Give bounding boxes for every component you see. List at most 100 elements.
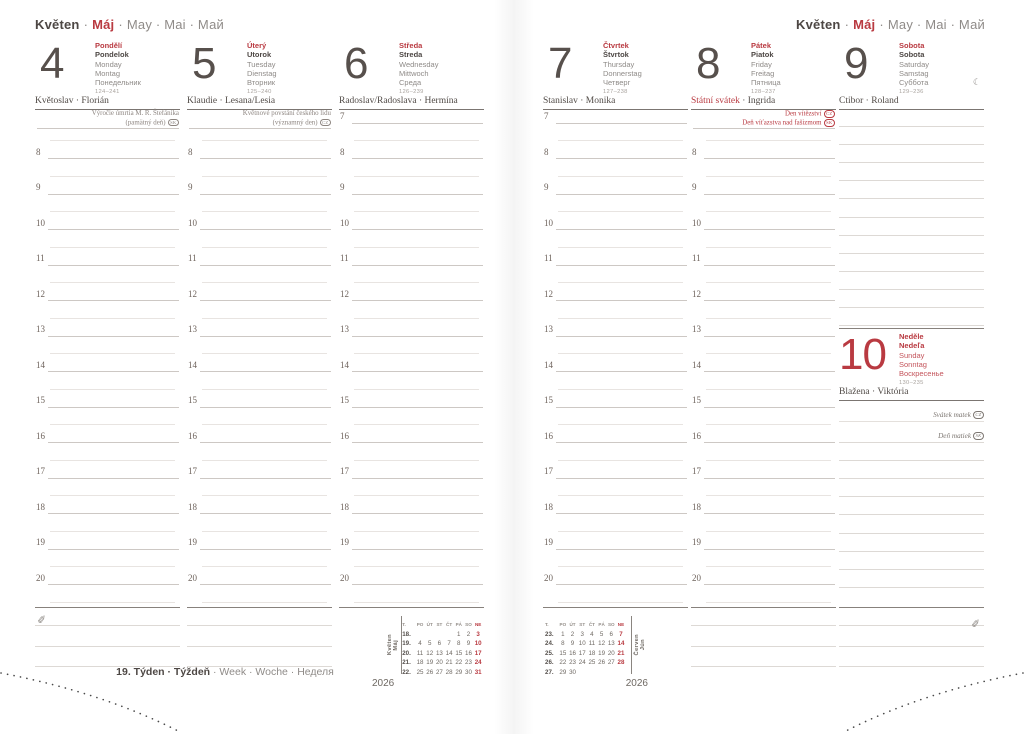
writing-line [839,550,984,552]
calendar-day: 23 [569,659,576,667]
half-hour-line [354,530,479,532]
day-name-label: Среда [399,78,422,88]
half-hour-line [354,140,479,141]
hour-line [200,264,331,266]
half-hour-line [706,246,831,248]
hour-line [200,513,331,514]
hour-line [352,122,483,124]
hour-label: 13 [340,324,349,334]
calendar-day: 16 [569,649,576,657]
notes-line [691,666,836,667]
hour-slot-19: 19 [187,536,332,572]
hour-slot-15: 15 [339,394,484,430]
hour-slot-9: 9 [339,181,484,217]
hour-slot-18: 18 [339,501,484,537]
half-hour-line [706,140,831,141]
day-number: 10 [839,330,887,379]
half-hour-line [202,495,327,496]
day-name-label: Пятница [751,78,781,88]
calendar-day: 12 [598,640,606,648]
calendar-day: 29 [455,668,463,676]
hour-line [200,335,331,337]
week-number: 24. [545,640,554,648]
day-name-label: Sonntag [899,359,927,369]
hour-label: 19 [340,537,349,547]
hour-label: 8 [340,146,345,157]
calendar-day: 12 [426,649,434,657]
hour-slot-20: 20 [339,572,484,608]
notes-line [187,625,332,626]
notes-line [35,666,180,667]
hour-line [48,158,179,159]
calendar-day: 29 [559,668,567,676]
hour-label: 15 [340,395,349,405]
hour-label: 14 [340,359,349,370]
nameday-name: · Ingrida [739,96,776,106]
holiday-note: Výročie úmrtia M. R. Štefánika (pamätný d… [35,110,179,128]
hour-line [48,371,179,372]
writing-line [839,144,984,146]
nameday-row: Radoslav/Radoslava · Hermína [339,96,484,110]
calendar-day: 24 [474,659,482,667]
half-hour-line [706,601,831,603]
weekday-abbr: ČT [588,622,595,627]
month-header-left: Květen · Máj · May · Mai · Май [35,17,224,32]
hour-line [48,513,179,514]
day-separator-line [839,607,984,609]
mini-calendar-week-row: 19. 4 5 6 7 8 9 10 [402,636,483,647]
month-label-text: Máj [393,639,399,651]
hour-slot-20: 20 [691,572,836,608]
weekday-abbr: ČT [446,622,453,627]
day-name-label: Thursday [603,59,635,69]
hour-slot-10: 10 [691,217,836,253]
half-hour-line [706,530,831,532]
hour-label: 10 [544,217,553,228]
hour-line [48,584,179,585]
half-hour-line [354,353,479,354]
hour-line [200,477,331,479]
calendar-day: 8 [561,640,565,648]
day-name-label: Úterý [247,41,267,50]
hour-slot-12: 12 [187,288,332,324]
hour-label: 18 [36,501,45,512]
notes-line [691,646,836,647]
day-number: 7 [548,39,573,88]
half-hour-line [706,388,831,390]
half-hour-line [706,317,831,319]
hour-label: 8 [692,146,697,157]
half-hour-line [202,211,327,212]
calendar-day: 21 [445,659,453,667]
hour-label: 10 [36,217,45,228]
half-hour-line [202,175,327,177]
day-number: 8 [696,39,721,88]
half-hour-line [354,282,479,283]
hour-slot-17: 17 [187,465,332,501]
hour-label: 19 [544,537,553,547]
hour-line [200,158,331,159]
hour-line [704,548,835,550]
nameday-name: Blažena · Viktória [839,387,909,397]
hour-slot-10: 10 [187,217,332,253]
hour-slot-17: 17 [691,465,836,501]
holiday-note: Den vítězství CZ Deň víťazstva nad fašizmo… [691,110,835,128]
hour-line [693,127,835,129]
hour-line [48,264,179,266]
country-badge-sk: SK [823,119,835,127]
mini-calendar-grid: T. PO ÚT ST ČT PÁ SO NE 23. 1 2 3 4 5 6 7 24. 8 9 10 11 12 13 1… [545,617,626,676]
writing-line [839,514,984,516]
half-hour-line [558,317,683,319]
half-hour-line [202,424,327,425]
half-hour-line [50,566,175,567]
hour-slot-20: 20 [187,572,332,608]
day-name-label: Monday [95,59,122,69]
day-name-label: Sobota [899,50,925,60]
mothers-day-note-text: Deň matiek SK [938,432,984,441]
hour-slot-11: 11 [35,252,180,288]
month-name-translations: May · Mai · Май [887,17,985,32]
day-name-label: Wednesday [399,59,439,69]
mini-calendar-header-row: T. PO ÚT ST ČT PÁ SO NE [402,617,483,627]
day-header-10: 10 Neděle Nedeľa Sunday Sonntag Воскресенье 13… [839,330,984,387]
hour-slot-19: 19 [339,536,484,572]
mini-calendar-week-row: 22. 25 26 27 28 29 30 31 [402,665,483,676]
calendar-day: 1 [561,630,565,638]
